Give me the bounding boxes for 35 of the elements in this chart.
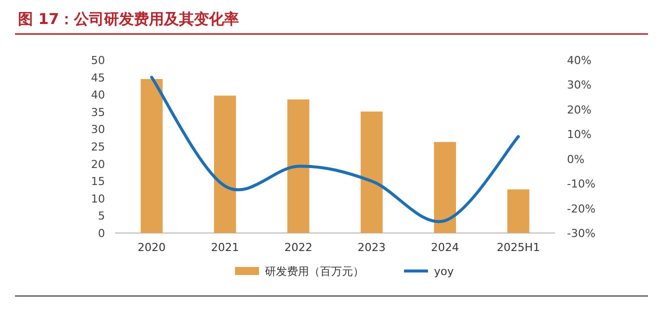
x-tick-label: 2025H1 — [496, 241, 540, 254]
y2-tick-label: -20% — [567, 202, 596, 216]
y2-tick-label: 40% — [567, 54, 592, 67]
x-tick-label: 2024 — [431, 241, 459, 254]
bar — [214, 96, 236, 233]
line-series — [150, 76, 520, 223]
x-tick-label: 2023 — [358, 241, 386, 254]
bar — [434, 142, 456, 233]
x-tick-label: 2020 — [138, 241, 166, 254]
y-tick-label: 10 — [91, 192, 105, 206]
bar — [360, 112, 383, 233]
y-tick-label: 5 — [98, 210, 105, 223]
bar — [507, 189, 530, 233]
y-tick-label: 35 — [91, 106, 105, 119]
y-tick-label: 20 — [91, 158, 105, 171]
legend-label: yoy — [434, 265, 454, 278]
x-tick-label: 2022 — [284, 241, 312, 254]
y-tick-label: 25 — [91, 140, 105, 154]
y2-tick-label: 20% — [567, 103, 592, 116]
y2-tick-label: 0% — [567, 152, 584, 166]
y-tick-label: 40 — [91, 88, 105, 102]
y-tick-label: 50 — [91, 54, 105, 67]
y2-tick-label: -10% — [567, 178, 596, 191]
y-tick-label: 45 — [91, 71, 105, 84]
y-tick-label: 15 — [91, 175, 105, 188]
chart-title: 图 17：公司研发费用及其变化率 — [18, 10, 240, 28]
y2-tick-label: -30% — [567, 227, 596, 240]
bar — [140, 79, 163, 233]
y2-tick-label: 10% — [567, 128, 592, 142]
bar — [287, 99, 310, 233]
legend-label: 研发费用（百万元） — [265, 265, 364, 278]
y2-tick-label: 30% — [567, 78, 592, 92]
y-tick-label: 0 — [98, 227, 105, 240]
y-tick-label: 30 — [91, 123, 105, 136]
x-tick-label: 2021 — [211, 241, 239, 254]
